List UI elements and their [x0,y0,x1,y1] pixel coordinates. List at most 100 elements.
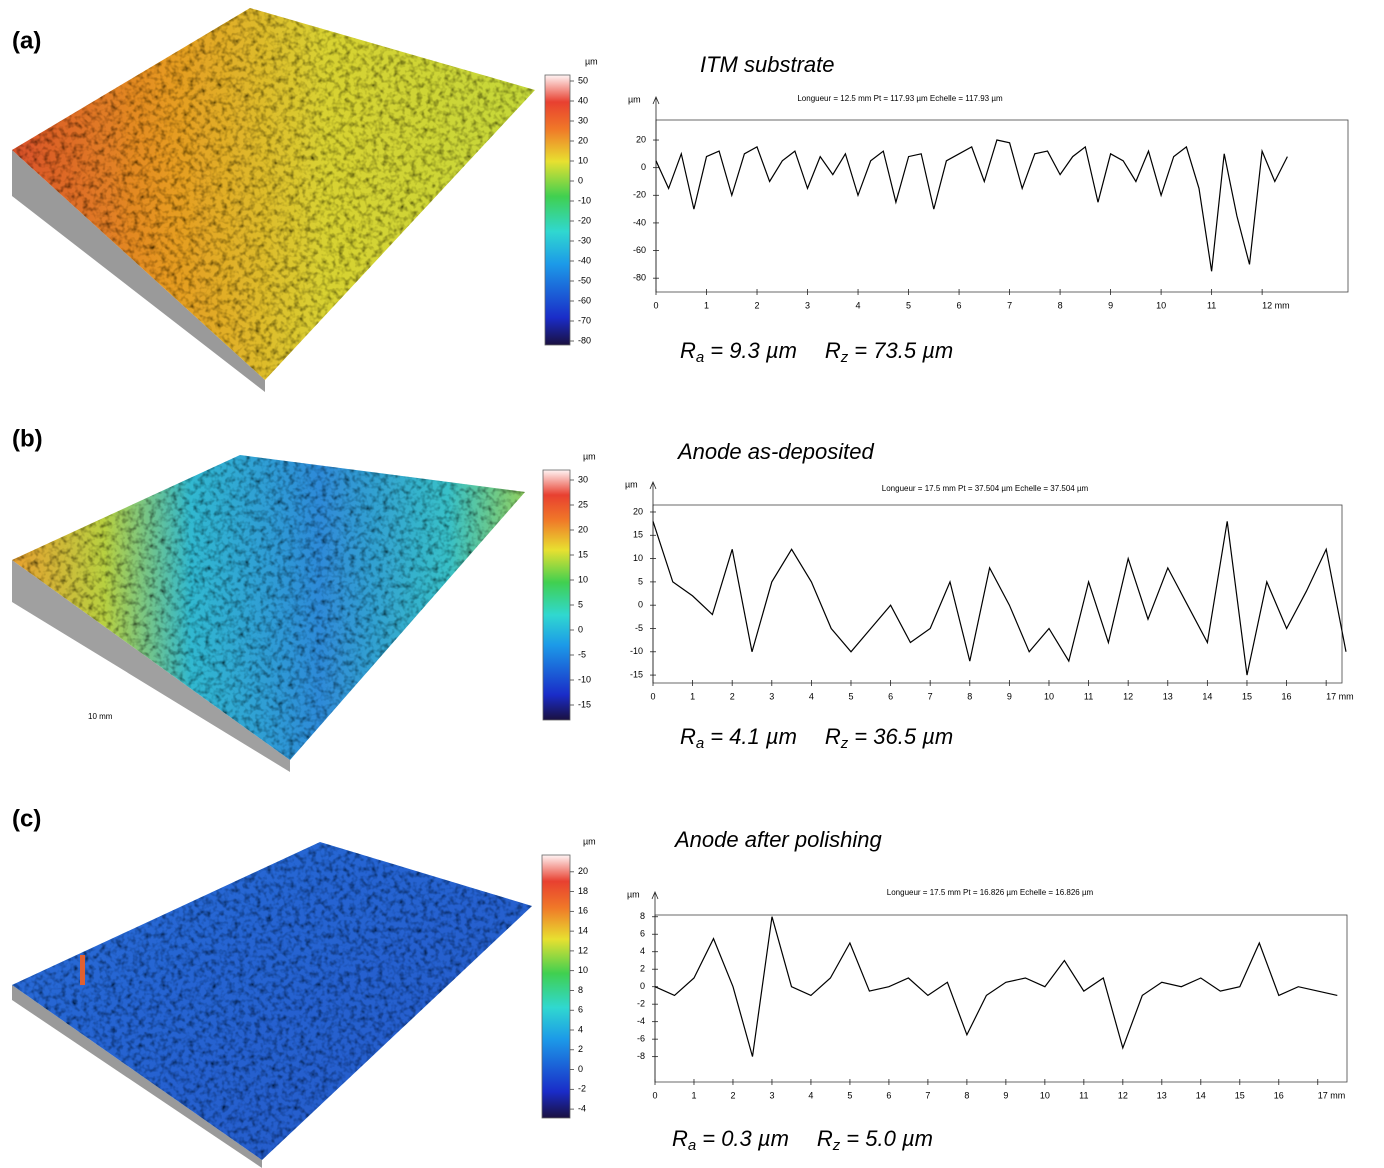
y-axis-arrow [649,480,657,490]
y-tick-label: 0 [641,162,646,172]
profile-line [654,916,1338,1057]
colorbar [544,74,571,346]
x-tick-label: 12 mm [1262,300,1290,310]
x-tick-label: 14 [1196,1090,1206,1100]
y-tick-label: 15 [633,530,643,540]
x-tick-label: 10 [1156,300,1166,310]
x-tick-label: 7 [1007,300,1012,310]
x-tick-label: 11 [1084,691,1093,701]
x-tick-label: 8 [1058,300,1063,310]
roughness-value: = 4.1 µm [710,724,797,749]
y-tick-label: 20 [636,134,646,144]
colorbar-tick-label: 40 [578,95,588,105]
roughness-value: = 36.5 µm [854,724,953,749]
colorbar-tick-label: 25 [578,499,588,509]
colorbar-tick-label: 5 [578,599,583,609]
roughness-symbol: R [825,338,841,363]
profile-header: Longueur = 17.5 mm Pt = 16.826 µm Echell… [887,888,1094,897]
y-axis-unit: µm [628,94,641,104]
colorbar-tick-label: -20 [578,215,591,225]
y-tick-label: -2 [637,999,645,1009]
colorbar-tick-label: -15 [578,699,591,709]
x-tick-label: 14 [1202,691,1212,701]
x-tick-label: 2 [730,691,735,701]
chart-title: Anode as-deposited [676,439,874,464]
y-tick-label: -4 [637,1016,645,1026]
surface-b [12,455,525,772]
roughness: Ra = 4.1 µm Rz = 36.5 µm [680,724,953,752]
x-tick-label: 7 [928,691,933,701]
y-axis-unit: µm [625,479,638,489]
colorbar-tick-label: 30 [578,474,588,484]
panel-label: (b) [12,425,43,452]
colorbar-tick-label: 15 [578,549,588,559]
colorbar-unit: µm [585,56,598,66]
plot-frame [652,504,1343,684]
colorbar-tick-label: 0 [578,175,583,185]
colorbar-unit: µm [583,451,596,461]
x-tick-label: 4 [809,691,814,701]
x-tick-label: 3 [805,300,810,310]
y-tick-label: 0 [640,981,645,991]
y-tick-label: -5 [635,623,643,633]
x-tick-label: 13 [1157,1090,1167,1100]
colorbar-tick-label: 10 [578,574,588,584]
roughness-value: = 5.0 µm [846,1126,933,1151]
colorbar-tick-label: -70 [578,315,591,325]
x-tick-label: 15 [1235,1090,1245,1100]
profile-line [652,521,1347,676]
y-tick-label: -60 [633,245,646,255]
colorbar-tick-label: 20 [578,866,588,876]
chart-title: ITM substrate [700,52,834,77]
roughness-subscript: a [688,1137,696,1154]
y-tick-label: 5 [638,576,643,586]
colorbar-tick-label: 8 [578,985,583,995]
y-tick-label: -10 [630,646,643,656]
colorbar-tick-label: 10 [578,965,588,975]
y-tick-label: -40 [633,217,646,227]
colorbar-tick-label: 2 [578,1044,583,1054]
y-tick-label: 8 [640,911,645,921]
colorbar-tick-label: -2 [578,1084,586,1094]
roughness-value: = 73.5 µm [854,338,953,363]
y-tick-label: 2 [640,964,645,974]
colorbar-tick-label: -50 [578,275,591,285]
roughness-value: = 0.3 µm [702,1126,789,1151]
colorbar-tick-label: 14 [578,926,588,936]
y-tick-label: -8 [637,1051,645,1061]
x-tick-label: 12 [1123,691,1133,701]
x-tick-label: 16 [1274,1090,1284,1100]
y-tick-label: 20 [633,506,643,516]
roughness-symbol: R [672,1126,688,1151]
y-tick-label: -6 [637,1034,645,1044]
x-tick-label: 8 [967,691,972,701]
roughness-subscript: z [832,1137,841,1154]
x-tick-label: 9 [1007,691,1012,701]
x-tick-label: 3 [769,691,774,701]
colorbar-tick-label: -5 [578,649,586,659]
y-tick-label: 6 [640,929,645,939]
y-axis-arrow [651,890,659,900]
x-tick-label: 6 [957,300,962,310]
x-tick-label: 8 [964,1090,969,1100]
roughness-subscript: z [840,349,849,366]
panel-label: (a) [12,27,41,54]
x-tick-label: 0 [650,691,655,701]
colorbar-tick-label: -30 [578,235,591,245]
roughness-subscript: a [696,349,704,366]
x-tick-label: 16 [1282,691,1292,701]
x-tick-label: 0 [652,1090,657,1100]
chart-title: Anode after polishing [673,827,882,852]
colorbar-tick-label: 30 [578,115,588,125]
roughness-symbol: R [817,1126,833,1151]
roughness-symbol: R [680,338,696,363]
colorbar-tick-label: 50 [578,75,588,85]
y-tick-label: 10 [633,553,643,563]
colorbar-tick-label: 16 [578,906,588,916]
x-tick-label: 0 [653,300,658,310]
colorbar-tick-label: 20 [578,524,588,534]
roughness-subscript: z [840,735,849,752]
x-tick-label: 9 [1003,1090,1008,1100]
x-tick-label: 17 mm [1326,691,1354,701]
